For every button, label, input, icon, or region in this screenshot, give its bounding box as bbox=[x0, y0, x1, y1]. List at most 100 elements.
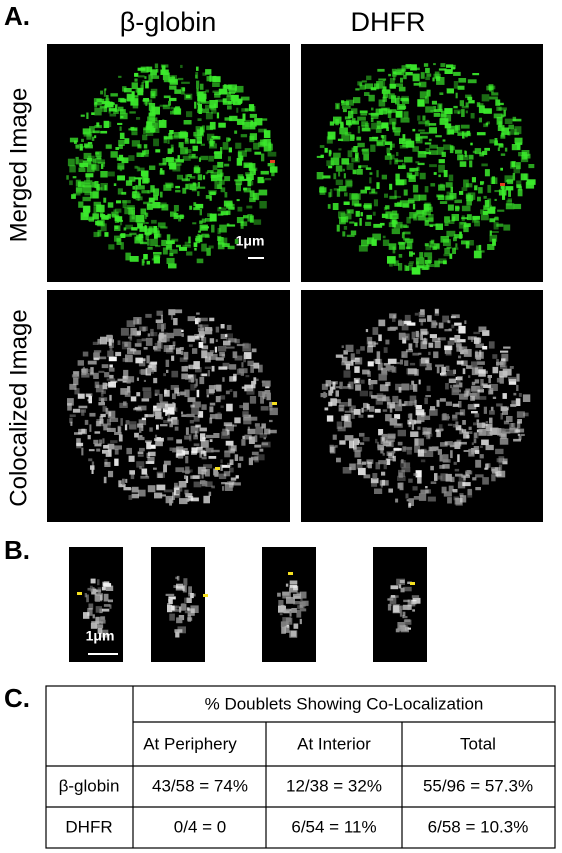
speckle bbox=[456, 344, 462, 352]
speckle bbox=[342, 108, 347, 113]
speckle bbox=[479, 250, 485, 253]
speckle bbox=[434, 109, 443, 112]
speckle bbox=[430, 465, 434, 471]
speckle bbox=[455, 205, 460, 212]
speckle bbox=[226, 202, 233, 208]
speckle bbox=[343, 226, 348, 230]
speckle bbox=[518, 152, 526, 157]
speckle bbox=[97, 579, 100, 586]
speckle bbox=[418, 352, 422, 355]
speckle bbox=[166, 407, 175, 415]
speckle bbox=[293, 585, 299, 591]
speckle bbox=[466, 390, 469, 396]
speckle bbox=[412, 146, 419, 152]
speckle bbox=[500, 413, 503, 420]
speckle bbox=[171, 147, 174, 153]
speckle bbox=[502, 192, 506, 200]
speckle bbox=[224, 451, 231, 458]
speckle bbox=[71, 194, 76, 199]
speckle bbox=[408, 198, 414, 201]
speckle bbox=[489, 139, 495, 144]
speckle bbox=[251, 451, 259, 456]
speckle bbox=[503, 109, 506, 117]
speckle bbox=[512, 116, 517, 121]
speckle bbox=[102, 382, 107, 386]
speckle bbox=[100, 90, 103, 95]
speckle bbox=[222, 428, 229, 436]
speckle bbox=[87, 435, 91, 440]
speckle bbox=[398, 584, 402, 589]
speckle bbox=[104, 458, 108, 465]
speckle bbox=[424, 151, 431, 155]
speckle bbox=[185, 95, 191, 99]
speckle bbox=[147, 228, 156, 233]
speckle bbox=[438, 174, 441, 178]
speckle bbox=[445, 182, 453, 188]
speckle bbox=[118, 434, 123, 442]
speckle bbox=[128, 336, 132, 339]
speckle bbox=[212, 82, 220, 87]
speckle bbox=[103, 583, 112, 587]
speckle bbox=[516, 421, 521, 429]
speckle bbox=[437, 337, 446, 341]
speckle bbox=[151, 106, 160, 115]
speckle bbox=[409, 261, 414, 264]
speckle bbox=[95, 421, 101, 427]
speckle bbox=[425, 367, 432, 371]
speckle bbox=[174, 629, 183, 633]
speckle bbox=[475, 459, 482, 468]
speckle bbox=[471, 442, 474, 445]
speckle bbox=[493, 113, 503, 119]
speckle bbox=[199, 83, 204, 90]
speckle bbox=[84, 143, 90, 148]
speckle bbox=[225, 333, 233, 341]
speckle bbox=[168, 309, 176, 316]
speckle bbox=[400, 587, 405, 593]
speckle bbox=[190, 497, 199, 502]
speckle bbox=[259, 433, 268, 438]
speckle bbox=[185, 183, 189, 190]
speckle bbox=[412, 203, 416, 210]
speckle bbox=[464, 320, 467, 324]
speckle bbox=[337, 138, 343, 141]
speckle bbox=[280, 605, 285, 611]
speckle bbox=[169, 78, 178, 85]
speckle bbox=[425, 395, 431, 398]
speckle bbox=[399, 359, 403, 365]
speckle bbox=[415, 330, 419, 338]
speckle bbox=[211, 175, 217, 182]
speckle bbox=[472, 216, 479, 223]
speckle bbox=[433, 172, 437, 175]
speckle bbox=[277, 592, 281, 597]
speckle bbox=[494, 143, 503, 146]
speckle bbox=[468, 154, 474, 160]
speckle bbox=[127, 386, 131, 393]
speckle bbox=[86, 594, 89, 603]
speckle bbox=[236, 107, 239, 113]
speckle bbox=[460, 495, 467, 503]
speckle bbox=[221, 482, 229, 485]
speckle bbox=[104, 101, 107, 108]
speckle bbox=[108, 338, 112, 346]
speckle bbox=[447, 423, 453, 426]
speckle bbox=[69, 414, 76, 417]
speckle bbox=[94, 443, 102, 447]
speckle bbox=[102, 383, 108, 390]
speckle bbox=[138, 237, 142, 243]
speckle bbox=[381, 89, 391, 94]
speckle bbox=[398, 332, 406, 340]
speckle bbox=[209, 213, 217, 222]
table-cell: β-globin bbox=[59, 776, 120, 795]
speckle bbox=[429, 223, 438, 227]
speckle bbox=[437, 475, 443, 480]
speckle bbox=[226, 91, 231, 97]
speckle bbox=[264, 390, 271, 394]
speckle bbox=[99, 356, 107, 360]
speckle bbox=[341, 356, 348, 363]
speckle bbox=[249, 113, 257, 118]
speckle bbox=[75, 186, 83, 192]
speckle bbox=[222, 85, 232, 89]
speckle bbox=[505, 203, 515, 210]
speckle bbox=[169, 613, 175, 621]
speckle bbox=[195, 126, 203, 132]
